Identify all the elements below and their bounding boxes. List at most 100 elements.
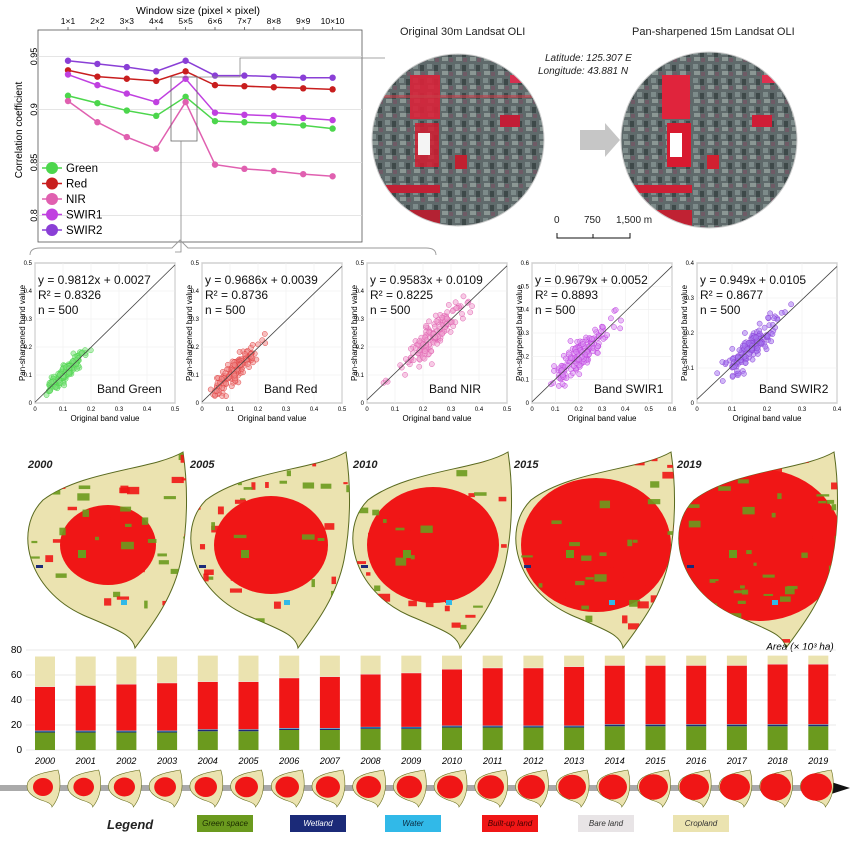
- y-tick-label: 0.1: [356, 373, 365, 379]
- land-patch: [377, 593, 391, 602]
- land-patch: [52, 474, 61, 478]
- scatter-point: [570, 370, 576, 376]
- timeline-thumb: [26, 769, 61, 808]
- bar-segment-green-space: [645, 726, 666, 750]
- scatter-point: [422, 348, 428, 354]
- series-line-red: [67, 69, 333, 91]
- timeline-thumb: [800, 769, 834, 808]
- scatter-point: [771, 315, 777, 322]
- scatter-point: [236, 349, 243, 355]
- x-tick-label: 9×9: [296, 16, 311, 26]
- land-patch: [724, 619, 735, 623]
- fit-line: [531, 265, 673, 403]
- timeline-thumb: [393, 769, 427, 808]
- land-patch: [637, 601, 649, 609]
- legend-marker: [46, 193, 58, 205]
- scatter-point: [225, 361, 231, 368]
- land-patch: [844, 506, 849, 513]
- land-patch: [425, 600, 434, 608]
- water-patch: [609, 600, 615, 605]
- land-patch: [374, 585, 381, 592]
- land-patch: [403, 466, 416, 470]
- land-patch: [581, 555, 592, 561]
- bar-segment-cropland: [726, 655, 747, 666]
- land-patch: [104, 598, 112, 606]
- timeline-thumb: [637, 769, 671, 808]
- scatter-point: [741, 342, 748, 349]
- bar-segment-water: [767, 724, 788, 725]
- land-patch: [147, 538, 157, 543]
- land-patch: [771, 468, 783, 473]
- correlation-line-chart: Window size (pixel × pixel) Correlation …: [14, 5, 363, 243]
- band-label: Band SWIR2: [759, 382, 829, 396]
- land-patch: [448, 581, 456, 584]
- scatter-point: [453, 305, 459, 312]
- bar-segment-wetland: [604, 725, 625, 727]
- longitude-label: Longitude: 43.881 N: [538, 66, 629, 77]
- scatter-point: [428, 348, 435, 355]
- scatter-point: [433, 318, 440, 325]
- land-patch: [542, 508, 547, 517]
- land-patch: [688, 520, 701, 528]
- y-tick-label: 0.1: [191, 373, 200, 379]
- land-patch: [549, 573, 553, 578]
- stat-n: n = 500: [370, 303, 411, 317]
- bar-segment-cropland: [604, 655, 625, 666]
- land-patch: [331, 629, 342, 636]
- bar-segment-green-space: [238, 731, 259, 750]
- bar-segment-wetland: [360, 727, 381, 729]
- land-patch: [366, 572, 371, 576]
- scatter-point: [261, 331, 268, 337]
- green-patch: [566, 550, 574, 558]
- land-patch: [718, 486, 731, 491]
- scatter-point: [742, 330, 748, 336]
- land-patch: [554, 629, 561, 632]
- x-tick-label: 0.3: [798, 407, 807, 413]
- scatter-panel-5: 0 0.1 0.2 0.3 0.4 0 0.1 0.2 0.3 0.4 Original band …: [680, 261, 842, 423]
- scatter-point: [428, 361, 435, 367]
- land-patch: [395, 472, 403, 477]
- land-patch: [144, 600, 148, 609]
- bar-segment-green-space: [726, 726, 747, 750]
- bar-segment-built-up-land: [35, 686, 55, 731]
- land-patch: [468, 493, 475, 498]
- land-patch: [632, 539, 638, 543]
- bar-segment-water: [197, 729, 218, 730]
- y-tick-label: 0.2: [191, 345, 200, 351]
- land-patch: [331, 576, 336, 585]
- scatter-point: [255, 341, 261, 348]
- land-patch: [320, 483, 332, 489]
- original-image-title: Original 30m Landsat OLI: [400, 26, 526, 38]
- timeline-thumb: [759, 769, 793, 808]
- land-patch: [584, 567, 593, 570]
- fit-line: [201, 266, 343, 403]
- y-tick-label: 0.4: [191, 289, 200, 295]
- wetland-patch: [361, 565, 368, 568]
- x-tick-label: 0.4: [621, 407, 630, 413]
- map-year-2005: 2005: [190, 459, 215, 471]
- data-point: [182, 93, 189, 100]
- land-patch: [544, 471, 548, 479]
- bar-segment-water: [157, 730, 178, 732]
- scatter-point: [748, 345, 755, 352]
- green-patch: [241, 550, 249, 558]
- land-patch: [229, 588, 242, 593]
- land-patch: [244, 452, 256, 456]
- land-patch: [126, 486, 140, 495]
- land-cover-map-5: [678, 451, 849, 650]
- y-tick-label: 0.5: [356, 261, 365, 267]
- timeline-thumb: [474, 769, 509, 808]
- scatter-point: [439, 331, 445, 337]
- data-point: [94, 81, 101, 89]
- bar-segment-water: [726, 724, 747, 725]
- x-tick-label: 0.4: [143, 407, 152, 413]
- land-patch: [199, 544, 206, 550]
- y-tick-label: 0.2: [24, 345, 33, 351]
- scatter-point: [420, 341, 426, 348]
- land-patch: [240, 498, 246, 501]
- land-patch: [599, 500, 611, 509]
- y-tick-label: 20: [11, 720, 23, 731]
- map-year-2019: 2019: [677, 459, 702, 471]
- bar-2013: [564, 655, 585, 750]
- bar-segment-green-space: [442, 727, 462, 750]
